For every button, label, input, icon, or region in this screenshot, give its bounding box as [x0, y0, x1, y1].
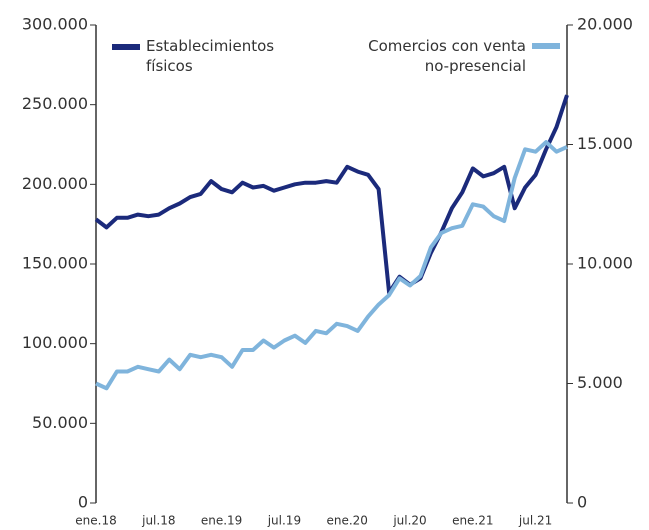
legend-swatch: [112, 43, 140, 50]
series-line: [94, 94, 569, 295]
x-tick-label: ene.19: [201, 514, 242, 528]
y-tick-label: 0: [78, 493, 88, 512]
x-tick-label: ene.21: [452, 514, 493, 528]
y2-tick-label: 20.000: [577, 15, 633, 34]
y-tick-label: 50.000: [32, 413, 88, 432]
y-tick-label: 100.000: [22, 333, 88, 352]
y-tick-label: 200.000: [22, 174, 88, 193]
x-tick-label: jul.20: [392, 514, 426, 528]
legend-label: Comercios con venta no-presencial: [368, 37, 526, 75]
legend-entry: Comercios con venta no-presencial: [330, 36, 560, 76]
y2-tick-label: 5.000: [577, 373, 623, 392]
legend-entry: Establecimientos físicos: [112, 36, 312, 76]
x-tick-label: ene.20: [326, 514, 367, 528]
legend-swatch: [532, 43, 560, 49]
x-tick-label: jul.21: [518, 514, 552, 528]
series-line: [95, 140, 568, 391]
y-tick-label: 300.000: [22, 15, 88, 34]
y2-tick-label: 0: [577, 493, 587, 512]
y2-tick-label: 10.000: [577, 254, 633, 273]
x-tick-label: jul.19: [267, 514, 301, 528]
y-tick-label: 250.000: [22, 94, 88, 113]
x-tick-label: jul.18: [141, 514, 175, 528]
y2-tick-label: 15.000: [577, 134, 633, 153]
y-tick-label: 150.000: [22, 254, 88, 273]
x-tick-label: ene.18: [75, 514, 116, 528]
legend-label: Establecimientos físicos: [146, 37, 275, 75]
